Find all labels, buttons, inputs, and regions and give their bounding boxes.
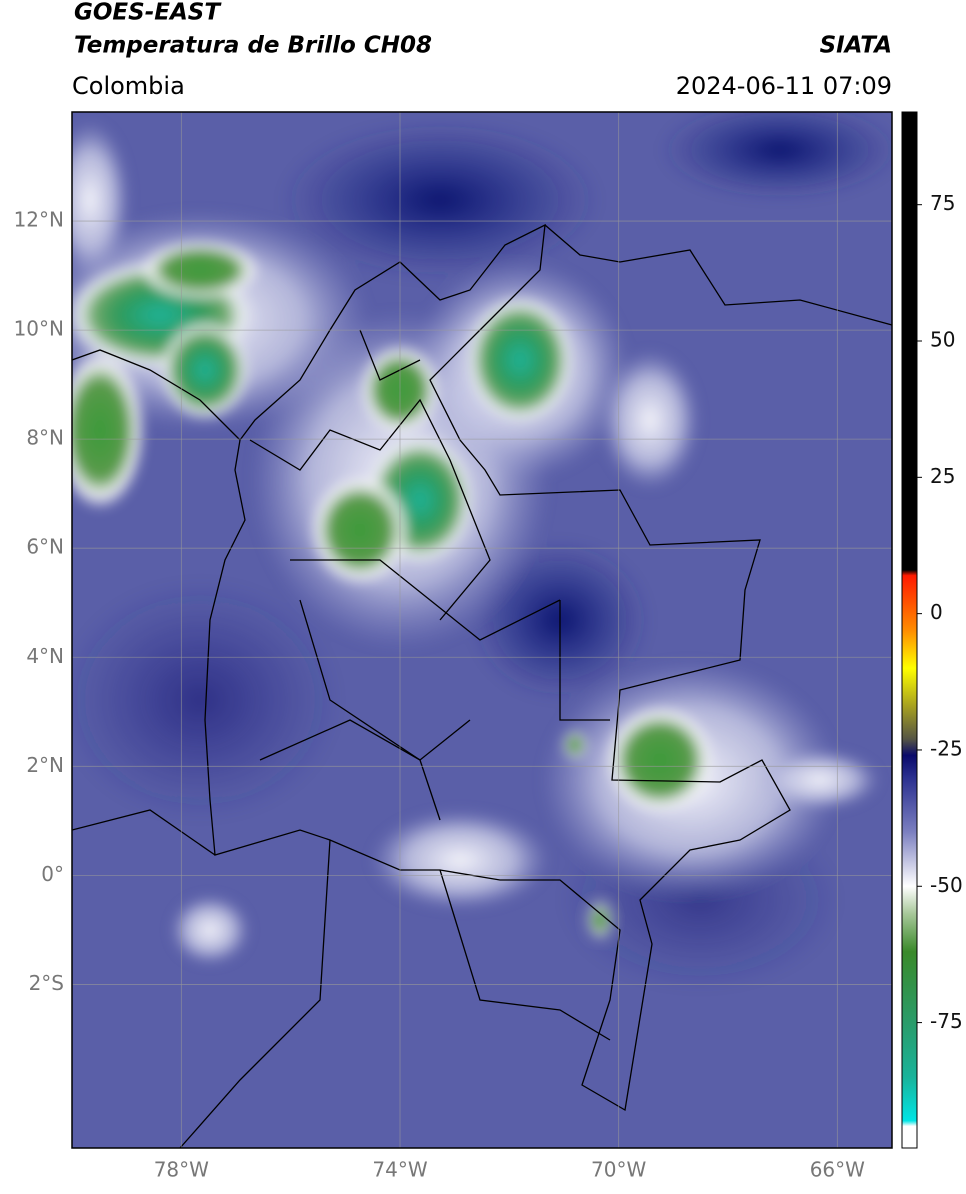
y-tick-label: 2°S [29,971,64,995]
y-tick-label: 2°N [26,753,64,777]
y-tick-label: 8°N [26,426,64,450]
satellite-image [72,112,892,1148]
graticule [72,112,892,1148]
colorbar-tick-label: -25 [930,736,963,760]
y-tick-label: 0° [41,862,64,886]
map-frame [71,111,893,1149]
colorbar [901,111,918,1149]
x-tick-label: 74°W [372,1158,427,1182]
colorbar-tick-label: -75 [930,1009,963,1033]
product-title: Temperatura de Brillo CH08 [74,33,432,59]
y-tick-label: 6°N [26,535,64,559]
source-title: GOES-EAST [74,0,222,26]
y-tick-label: 4°N [26,644,64,668]
x-tick-label: 66°W [810,1158,865,1182]
y-tick-label: 10°N [14,317,64,341]
x-tick-label: 70°W [591,1158,646,1182]
region-label: Colombia [72,72,185,100]
borders [72,223,892,1148]
colorbar-tick-label: 50 [930,328,955,352]
cloud-field [72,112,892,990]
colorbar-tick-label: 75 [930,191,955,215]
agency-label: SIATA [820,33,892,59]
colorbar-tick-label: 25 [930,464,955,488]
x-tick-label: 78°W [154,1158,209,1182]
y-tick-label: 12°N [14,208,64,232]
colorbar-tick-label: -50 [930,873,963,897]
datetime-label: 2024-06-11 07:09 [676,72,892,100]
colorbar-tick-label: 0 [930,600,943,624]
